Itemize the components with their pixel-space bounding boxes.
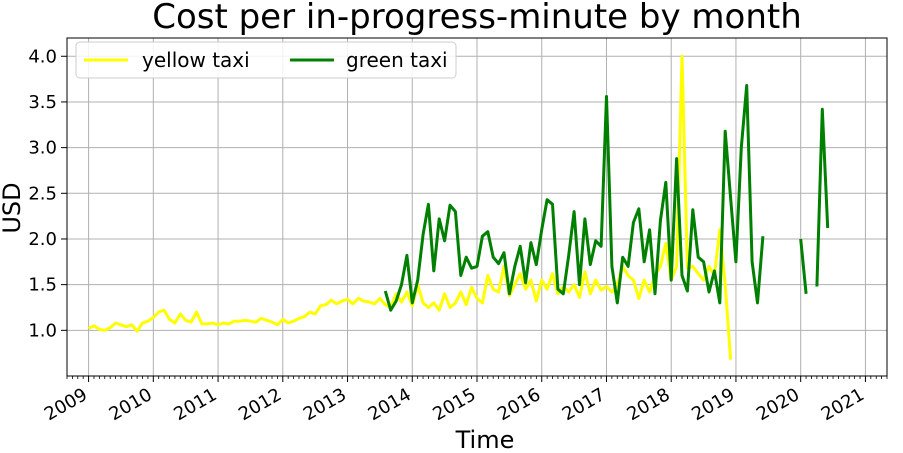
series-line-green-taxi <box>383 84 830 312</box>
x-tick-label: 2016 <box>494 384 544 425</box>
series-line-yellow-taxi <box>87 54 733 360</box>
legend: yellow taxi green taxi <box>75 41 457 79</box>
x-tick-label: 2021 <box>818 384 868 425</box>
y-tick-label: 1.5 <box>28 275 57 296</box>
y-tick-label: 1.0 <box>28 320 57 341</box>
x-axis: 2009 2010 2011 2012 2013 2014 2015 2016 2017 2018… <box>41 376 888 425</box>
y-tick-label: 2.0 <box>28 229 57 250</box>
x-axis-title: Time <box>455 426 515 453</box>
y-axis-title: USD <box>0 182 26 233</box>
legend-label-green-taxi: green taxi <box>346 48 448 72</box>
x-tick-label: 2020 <box>753 384 803 425</box>
x-tick-label: 2017 <box>559 384 609 425</box>
legend-label-yellow-taxi: yellow taxi <box>142 48 250 72</box>
x-tick-label: 2018 <box>624 384 674 425</box>
y-tick-label: 2.5 <box>28 183 57 204</box>
x-tick-label: 2014 <box>365 384 415 425</box>
x-tick-label: 2011 <box>170 384 220 425</box>
chart-title: Cost per in-progress-minute by month <box>152 0 802 37</box>
y-tick-label: 3.5 <box>28 92 57 113</box>
x-tick-label: 2009 <box>41 384 91 425</box>
x-tick-label: 2015 <box>429 384 479 425</box>
legend-box <box>75 41 457 79</box>
x-tick-label: 2012 <box>235 384 285 425</box>
y-tick-label: 4.0 <box>28 46 57 67</box>
y-tick-label: 3.0 <box>28 138 57 159</box>
x-tick-label: 2013 <box>300 384 350 425</box>
series-layer <box>87 54 830 360</box>
x-tick-label: 2019 <box>688 384 738 425</box>
grid <box>67 38 887 376</box>
x-tick-label: 2010 <box>106 384 156 425</box>
y-axis: 1.0 1.5 2.0 2.5 3.0 3.5 4.0 <box>28 46 67 341</box>
